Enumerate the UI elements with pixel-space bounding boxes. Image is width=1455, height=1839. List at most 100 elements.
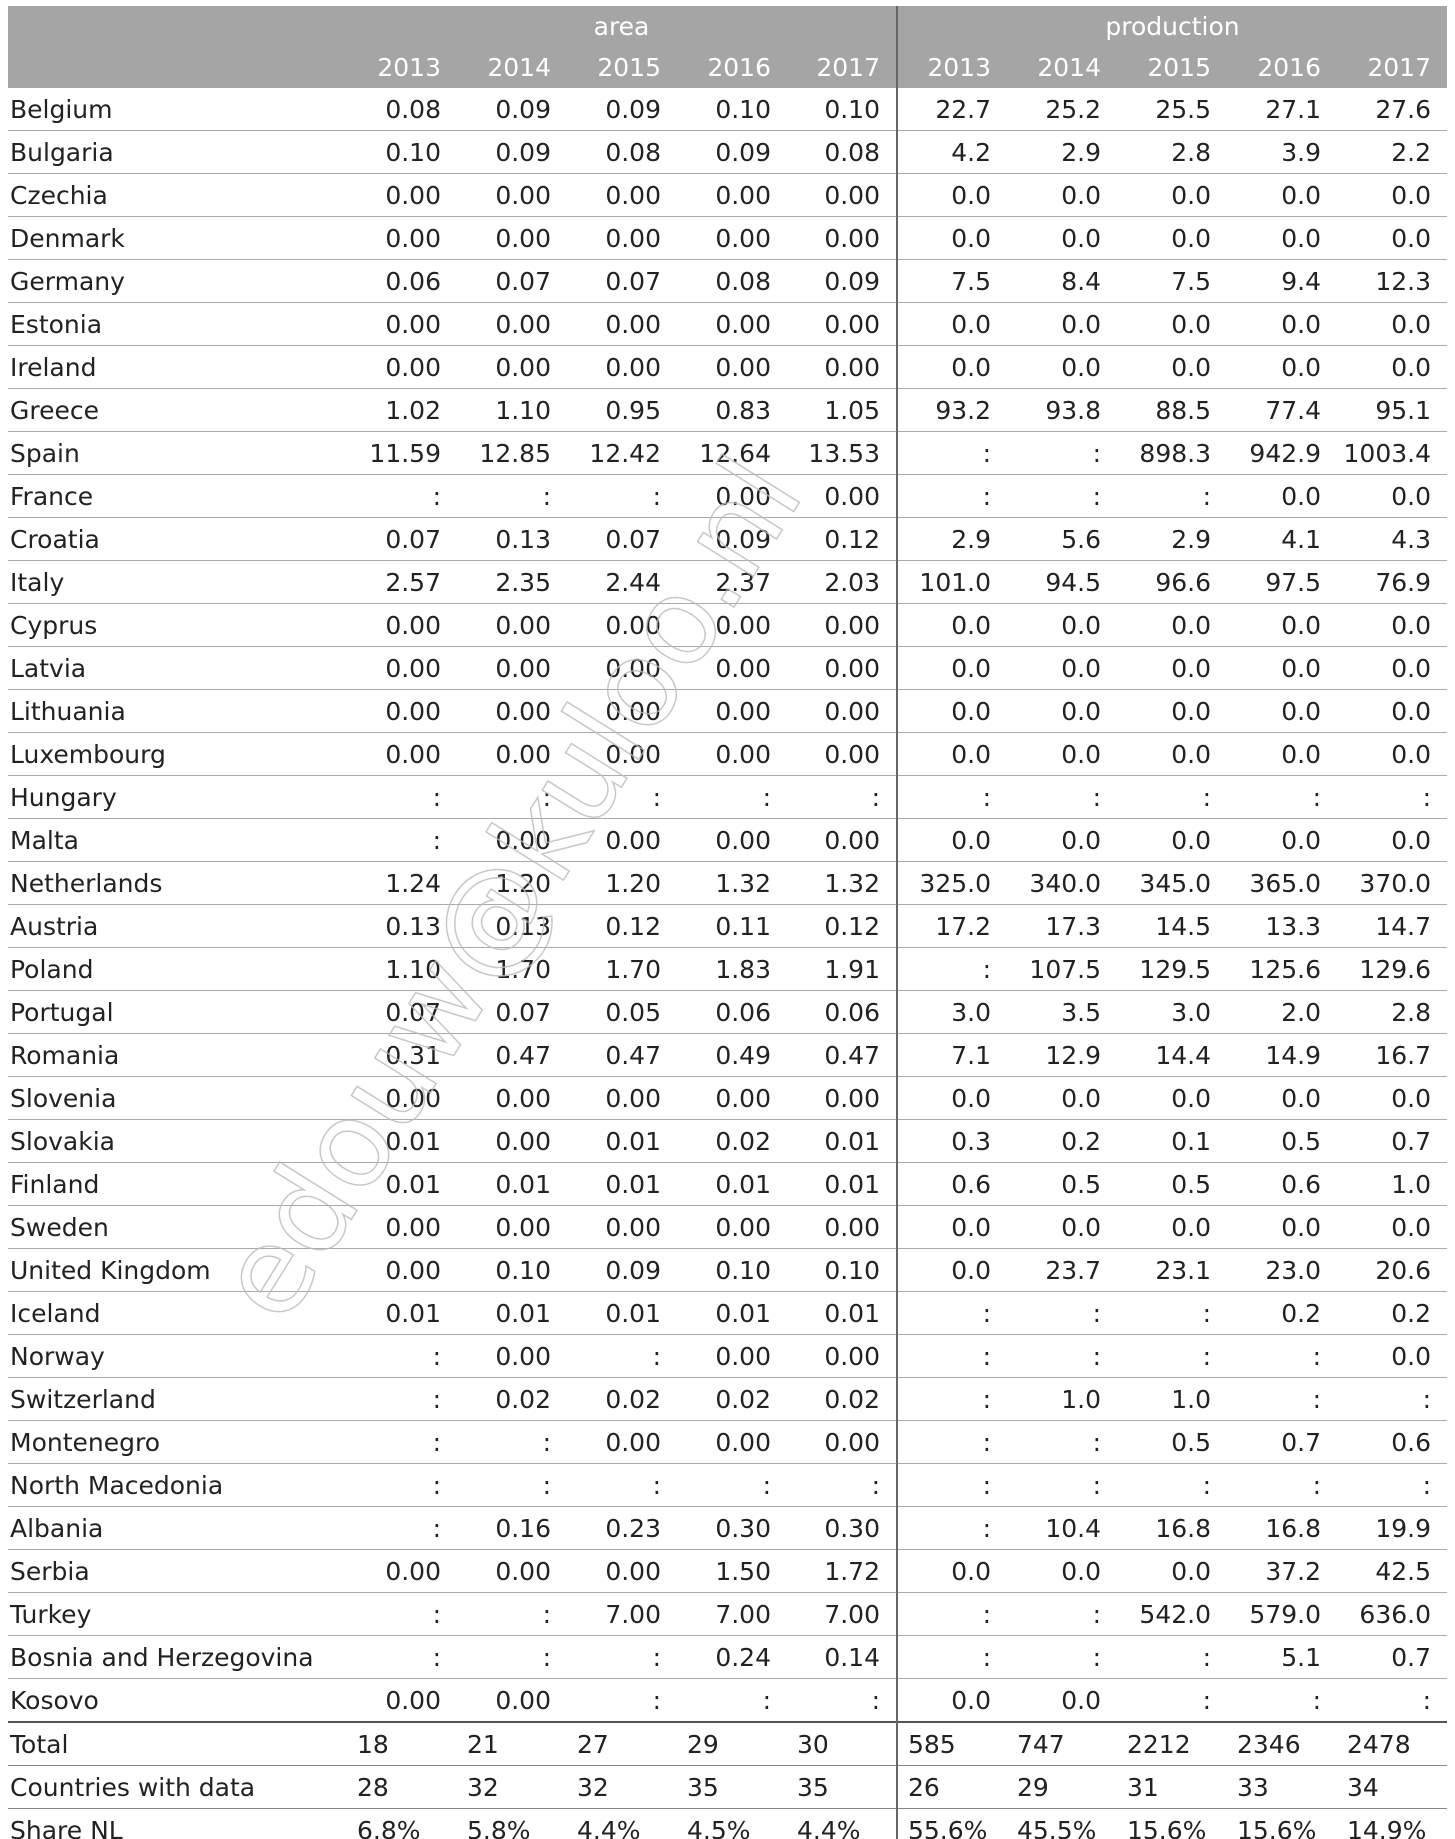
row-label: Turkey [8,1592,347,1636]
cell: 0.01 [457,1162,567,1206]
cell: 1.50 [677,1549,787,1593]
cell: 0.00 [677,818,787,862]
table-row: Turkey::7.00 7.00 7.00::542.0 579.0 636.0 [8,1592,1447,1636]
table-row: Slovakia 0.01 0.00 0.01 0.02 0.01 0.3 0.2 0.1 0.5… [8,1119,1447,1163]
row-label: Estonia [8,302,347,346]
cell: 16.8 [1117,1506,1227,1550]
cell: 0.24 [677,1635,787,1679]
cell: 0.0 [1337,1205,1447,1249]
cell: 4.4% [787,1808,897,1839]
cell: 7.5 [896,259,1007,303]
cell: : [1007,1291,1117,1335]
cell: 0.00 [457,216,567,260]
cell: : [567,775,677,819]
cell: 0.00 [787,345,897,389]
cell: 0.00 [787,1076,897,1120]
cell: 0.00 [677,216,787,260]
table-row: Switzerland:0.02 0.02 0.02 0.02:1.0 1.0:: [8,1377,1447,1421]
cell: 0.01 [567,1291,677,1335]
cell: 0.6 [1227,1162,1337,1206]
cell: 2346 [1227,1721,1337,1766]
table-row: Hungary:::::::::: [8,775,1447,819]
cell: 0.0 [896,216,1007,260]
cell: 0.09 [567,1248,677,1292]
cell: 29 [1007,1765,1117,1809]
cell: 28 [347,1765,457,1809]
cell: 21 [457,1721,567,1766]
cell: : [567,474,677,518]
cell: 0.08 [347,88,457,131]
cell: 0.0 [1337,1076,1447,1120]
cell: 0.0 [1337,173,1447,217]
cell: 325.0 [896,861,1007,905]
cell: 1.05 [787,388,897,432]
cell: 0.00 [787,732,897,776]
cell: 0.0 [1007,345,1117,389]
cell: 0.0 [1227,173,1337,217]
cell: 6.8% [347,1808,457,1839]
year-header: 2017 [1337,47,1447,88]
cell: 0.0 [1007,1205,1117,1249]
cell: 35 [787,1765,897,1809]
row-label: Lithuania [8,689,347,733]
cell: 0.00 [677,345,787,389]
cell: 2.9 [1007,130,1117,174]
cell: 0.10 [457,1248,567,1292]
group-header: production [896,6,1447,47]
cell: 14.4 [1117,1033,1227,1077]
cell: 0.00 [567,1205,677,1249]
cell: 370.0 [1337,861,1447,905]
cell: 1.20 [457,861,567,905]
cell: : [347,1463,457,1507]
cell: 129.6 [1337,947,1447,991]
cell: 88.5 [1117,388,1227,432]
cell: 2.2 [1337,130,1447,174]
cell: 0.0 [1117,345,1227,389]
cell: 101.0 [896,560,1007,604]
row-label: North Macedonia [8,1463,347,1507]
cell: 8.4 [1007,259,1117,303]
row-label: Croatia [8,517,347,561]
cell: 17.2 [896,904,1007,948]
cell: 3.0 [896,990,1007,1034]
cell: 0.14 [787,1635,897,1679]
cell: 0.00 [567,603,677,647]
cell: 4.1 [1227,517,1337,561]
cell: 0.00 [787,646,897,690]
cell: 0.0 [1007,818,1117,862]
cell: 0.2 [1007,1119,1117,1163]
cell: 0.00 [347,1678,457,1723]
cell: 0.00 [567,302,677,346]
table-row: Luxembourg 0.00 0.00 0.00 0.00 0.00 0.0 0.0 0.0 0… [8,732,1447,776]
cell: : [1007,474,1117,518]
cell: 0.00 [567,1076,677,1120]
cell: 0.2 [1337,1291,1447,1335]
cell: 0.30 [787,1506,897,1550]
cell: : [347,1420,457,1464]
cell: 0.49 [677,1033,787,1077]
cell: 7.5 [1117,259,1227,303]
cell: 30 [787,1721,897,1766]
table-row: Lithuania 0.00 0.00 0.00 0.00 0.00 0.0 0.0 0.0 0.… [8,689,1447,733]
cell: 1.0 [1007,1377,1117,1421]
cell: 0.0 [1337,603,1447,647]
cell: 0.0 [896,646,1007,690]
cell: 12.85 [457,431,567,475]
cell: : [787,775,897,819]
cell: : [1227,1334,1337,1378]
table-row: United Kingdom 0.00 0.10 0.09 0.10 0.10 0.0 23.… [8,1248,1447,1292]
cell: 23.7 [1007,1248,1117,1292]
cell: 0.5 [1117,1162,1227,1206]
cell: : [1007,431,1117,475]
cell: 0.07 [567,259,677,303]
cell: 0.0 [1227,689,1337,733]
row-label: Finland [8,1162,347,1206]
cell: 32 [457,1765,567,1809]
cell: 10.4 [1007,1506,1117,1550]
cell: 0.0 [896,345,1007,389]
cell: 0.0 [1007,1076,1117,1120]
cell: 0.0 [1337,732,1447,776]
year-header: 2016 [677,47,787,88]
cell: : [347,1635,457,1679]
cell: 15.6% [1227,1808,1337,1839]
